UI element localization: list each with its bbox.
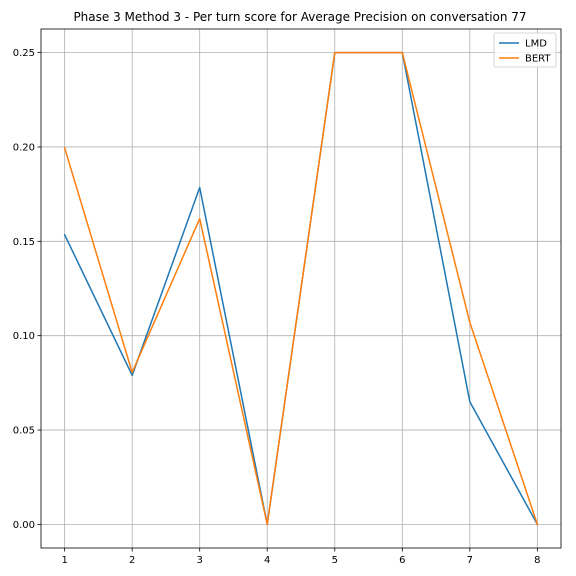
chart-title: Phase 3 Method 3 - Per turn score for Av… [73,10,526,24]
legend: LMD BERT [493,32,557,68]
plot-frame [40,28,562,549]
legend-label-bert: BERT [525,54,551,65]
y-tick-label: 0.05 [13,426,35,437]
x-tick-label: 2 [129,555,135,566]
y-tick-label: 0.20 [13,142,35,153]
ticks: 1 2 3 4 5 6 7 8 0.00 0.05 0.10 0.15 0.20 0.25 [13,48,541,566]
x-tick-label: 6 [399,555,405,566]
series-lines [63,51,539,526]
x-tick-label: 7 [467,555,473,566]
x-tick-label: 4 [264,555,270,566]
x-tick-label: 3 [197,555,203,566]
series-line-bert [63,51,539,526]
y-tick-label: 0.25 [13,48,35,59]
legend-label-lmd: LMD [525,39,547,50]
x-tick-label: 5 [332,555,338,566]
y-tick-label: 0.15 [13,237,35,248]
grid [41,29,561,548]
y-tick-label: 0.10 [13,331,35,342]
x-tick-label: 1 [61,555,67,566]
y-tick-label: 0.00 [13,520,35,531]
x-tick-label: 8 [534,555,540,566]
